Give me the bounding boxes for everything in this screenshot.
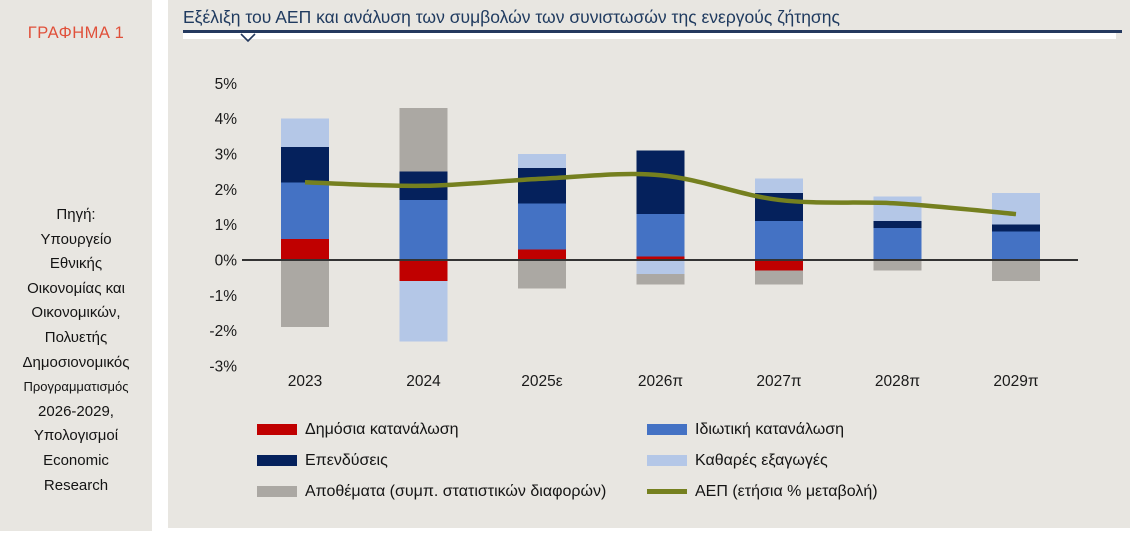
legend-item-1: Ιδιωτική κατανάλωση — [647, 421, 1087, 439]
y-tick-label: -3% — [209, 358, 237, 375]
source-line: Οικονομικών, — [31, 304, 121, 322]
y-tick-label: 3% — [215, 147, 238, 164]
x-tick-label: 2025ε — [521, 373, 562, 390]
legend-item-4: Αποθέματα (συμπ. στατιστικών διαφορών) — [257, 483, 647, 501]
source-line: Εθνικής — [49, 255, 103, 273]
source-line: Δημοσιονομικός — [22, 353, 130, 371]
x-tick-label: 2024 — [406, 373, 441, 390]
bar-segment — [399, 199, 448, 260]
legend-item-0: Δημόσια κατανάλωση — [257, 421, 647, 439]
chart-panel: Εξέλιξη του ΑΕΠ και ανάλυση των συμβολών… — [168, 0, 1130, 528]
title-underline — [183, 30, 1122, 33]
bar-segment — [399, 281, 448, 342]
legend-line-swatch — [647, 489, 687, 494]
source-line: Οικονομίας και — [27, 279, 125, 297]
y-tick-label: 1% — [215, 217, 238, 234]
legend-label: ΑΕΠ (ετήσια % μεταβολή) — [695, 482, 878, 500]
x-tick-label: 2026π — [638, 373, 683, 390]
bar-segment — [636, 260, 685, 275]
sidebar: ΓΡΑΦΗΜΑ 1 Πηγή: Υπουργείο Εθνικής Οικονομία… — [0, 0, 152, 531]
bar-segment — [992, 192, 1040, 225]
bar-segment — [281, 118, 329, 147]
chart-canvas: 5% 4% 3% 2% 1% 0% -1% -2% -3% 2023 2024 2025ε 2026π 2… — [209, 76, 1078, 390]
y-tick-label: 4% — [215, 111, 238, 128]
bar-segment — [873, 260, 922, 271]
bar-segment — [755, 221, 803, 260]
x-tick-label: 2029π — [993, 373, 1038, 390]
bar-segment — [636, 256, 685, 260]
bar-segment — [873, 228, 922, 260]
source-line: Πολυετής — [44, 328, 108, 346]
legend-color-swatch — [257, 486, 297, 497]
bar-segment — [755, 260, 803, 271]
legend-color-swatch — [257, 455, 297, 466]
legend-label: Καθαρές εξαγωγές — [695, 451, 828, 469]
bar-segment — [281, 146, 329, 183]
bar-segment — [281, 238, 329, 260]
bar-segment — [518, 203, 566, 250]
legend-label: Επενδύσεις — [305, 451, 388, 469]
bar-segment — [992, 224, 1040, 232]
bar-segment — [636, 150, 685, 215]
bar-segment — [755, 270, 803, 285]
legend-item-3: Καθαρές εξαγωγές — [647, 452, 1087, 470]
bar-segment — [281, 260, 329, 328]
bar-segment — [399, 260, 448, 282]
source-line: Πηγή: — [56, 206, 96, 223]
source-line: Research — [43, 476, 109, 494]
chart-legend: Δημόσια κατανάλωση Ιδιωτική κατανάλωση Επε… — [257, 414, 1087, 507]
bar-segment — [518, 249, 566, 260]
bar-segment — [873, 196, 922, 222]
figure-label: ΓΡΑΦΗΜΑ 1 — [27, 24, 125, 42]
x-tick-label: 2023 — [288, 373, 322, 390]
bar-segment — [992, 231, 1040, 260]
y-tick-label: 2% — [215, 182, 238, 199]
bar-segment — [636, 214, 685, 257]
gdp-line — [304, 171, 1017, 217]
bar-segment — [399, 108, 448, 172]
legend-item-2: Επενδύσεις — [257, 452, 647, 470]
chevron-down-icon — [240, 33, 256, 43]
title-band — [183, 33, 1116, 39]
legend-color-swatch — [647, 455, 687, 466]
bar-segment — [992, 260, 1040, 282]
bar-segment — [518, 168, 566, 204]
source-line: Υπουργείο — [40, 230, 112, 248]
bar-segment — [873, 221, 922, 229]
source-line: Υπολογισμοί — [33, 427, 119, 445]
legend-color-swatch — [647, 424, 687, 435]
y-tick-label: -2% — [209, 323, 237, 340]
source-line: Economic — [43, 451, 109, 469]
chart-title: Εξέλιξη του ΑΕΠ και ανάλυση των συμβολών… — [183, 7, 840, 27]
legend-color-swatch — [257, 424, 297, 435]
source-line: Προγραμματισμός — [23, 379, 129, 395]
source-line: 2026-2029, — [38, 402, 114, 420]
y-tick-label: 0% — [215, 253, 238, 270]
y-tick-label: 5% — [215, 76, 238, 93]
bar-segment — [518, 260, 566, 289]
x-tick-label: 2028π — [875, 373, 920, 390]
legend-item-5: ΑΕΠ (ετήσια % μεταβολή) — [647, 483, 1087, 501]
legend-label: Ιδιωτική κατανάλωση — [695, 420, 845, 438]
y-tick-label: -1% — [209, 288, 237, 305]
legend-label: Δημόσια κατανάλωση — [305, 420, 459, 438]
bar-segment — [281, 182, 329, 239]
source-note: Πηγή: Υπουργείο Εθνικής Οικονομίας και Οικον… — [0, 203, 152, 498]
bar-segment — [518, 154, 566, 169]
bar-segment — [636, 274, 685, 285]
legend-label: Αποθέματα (συμπ. στατιστικών διαφορών) — [305, 482, 607, 500]
bar-segment — [755, 178, 803, 193]
x-tick-label: 2027π — [756, 373, 801, 390]
